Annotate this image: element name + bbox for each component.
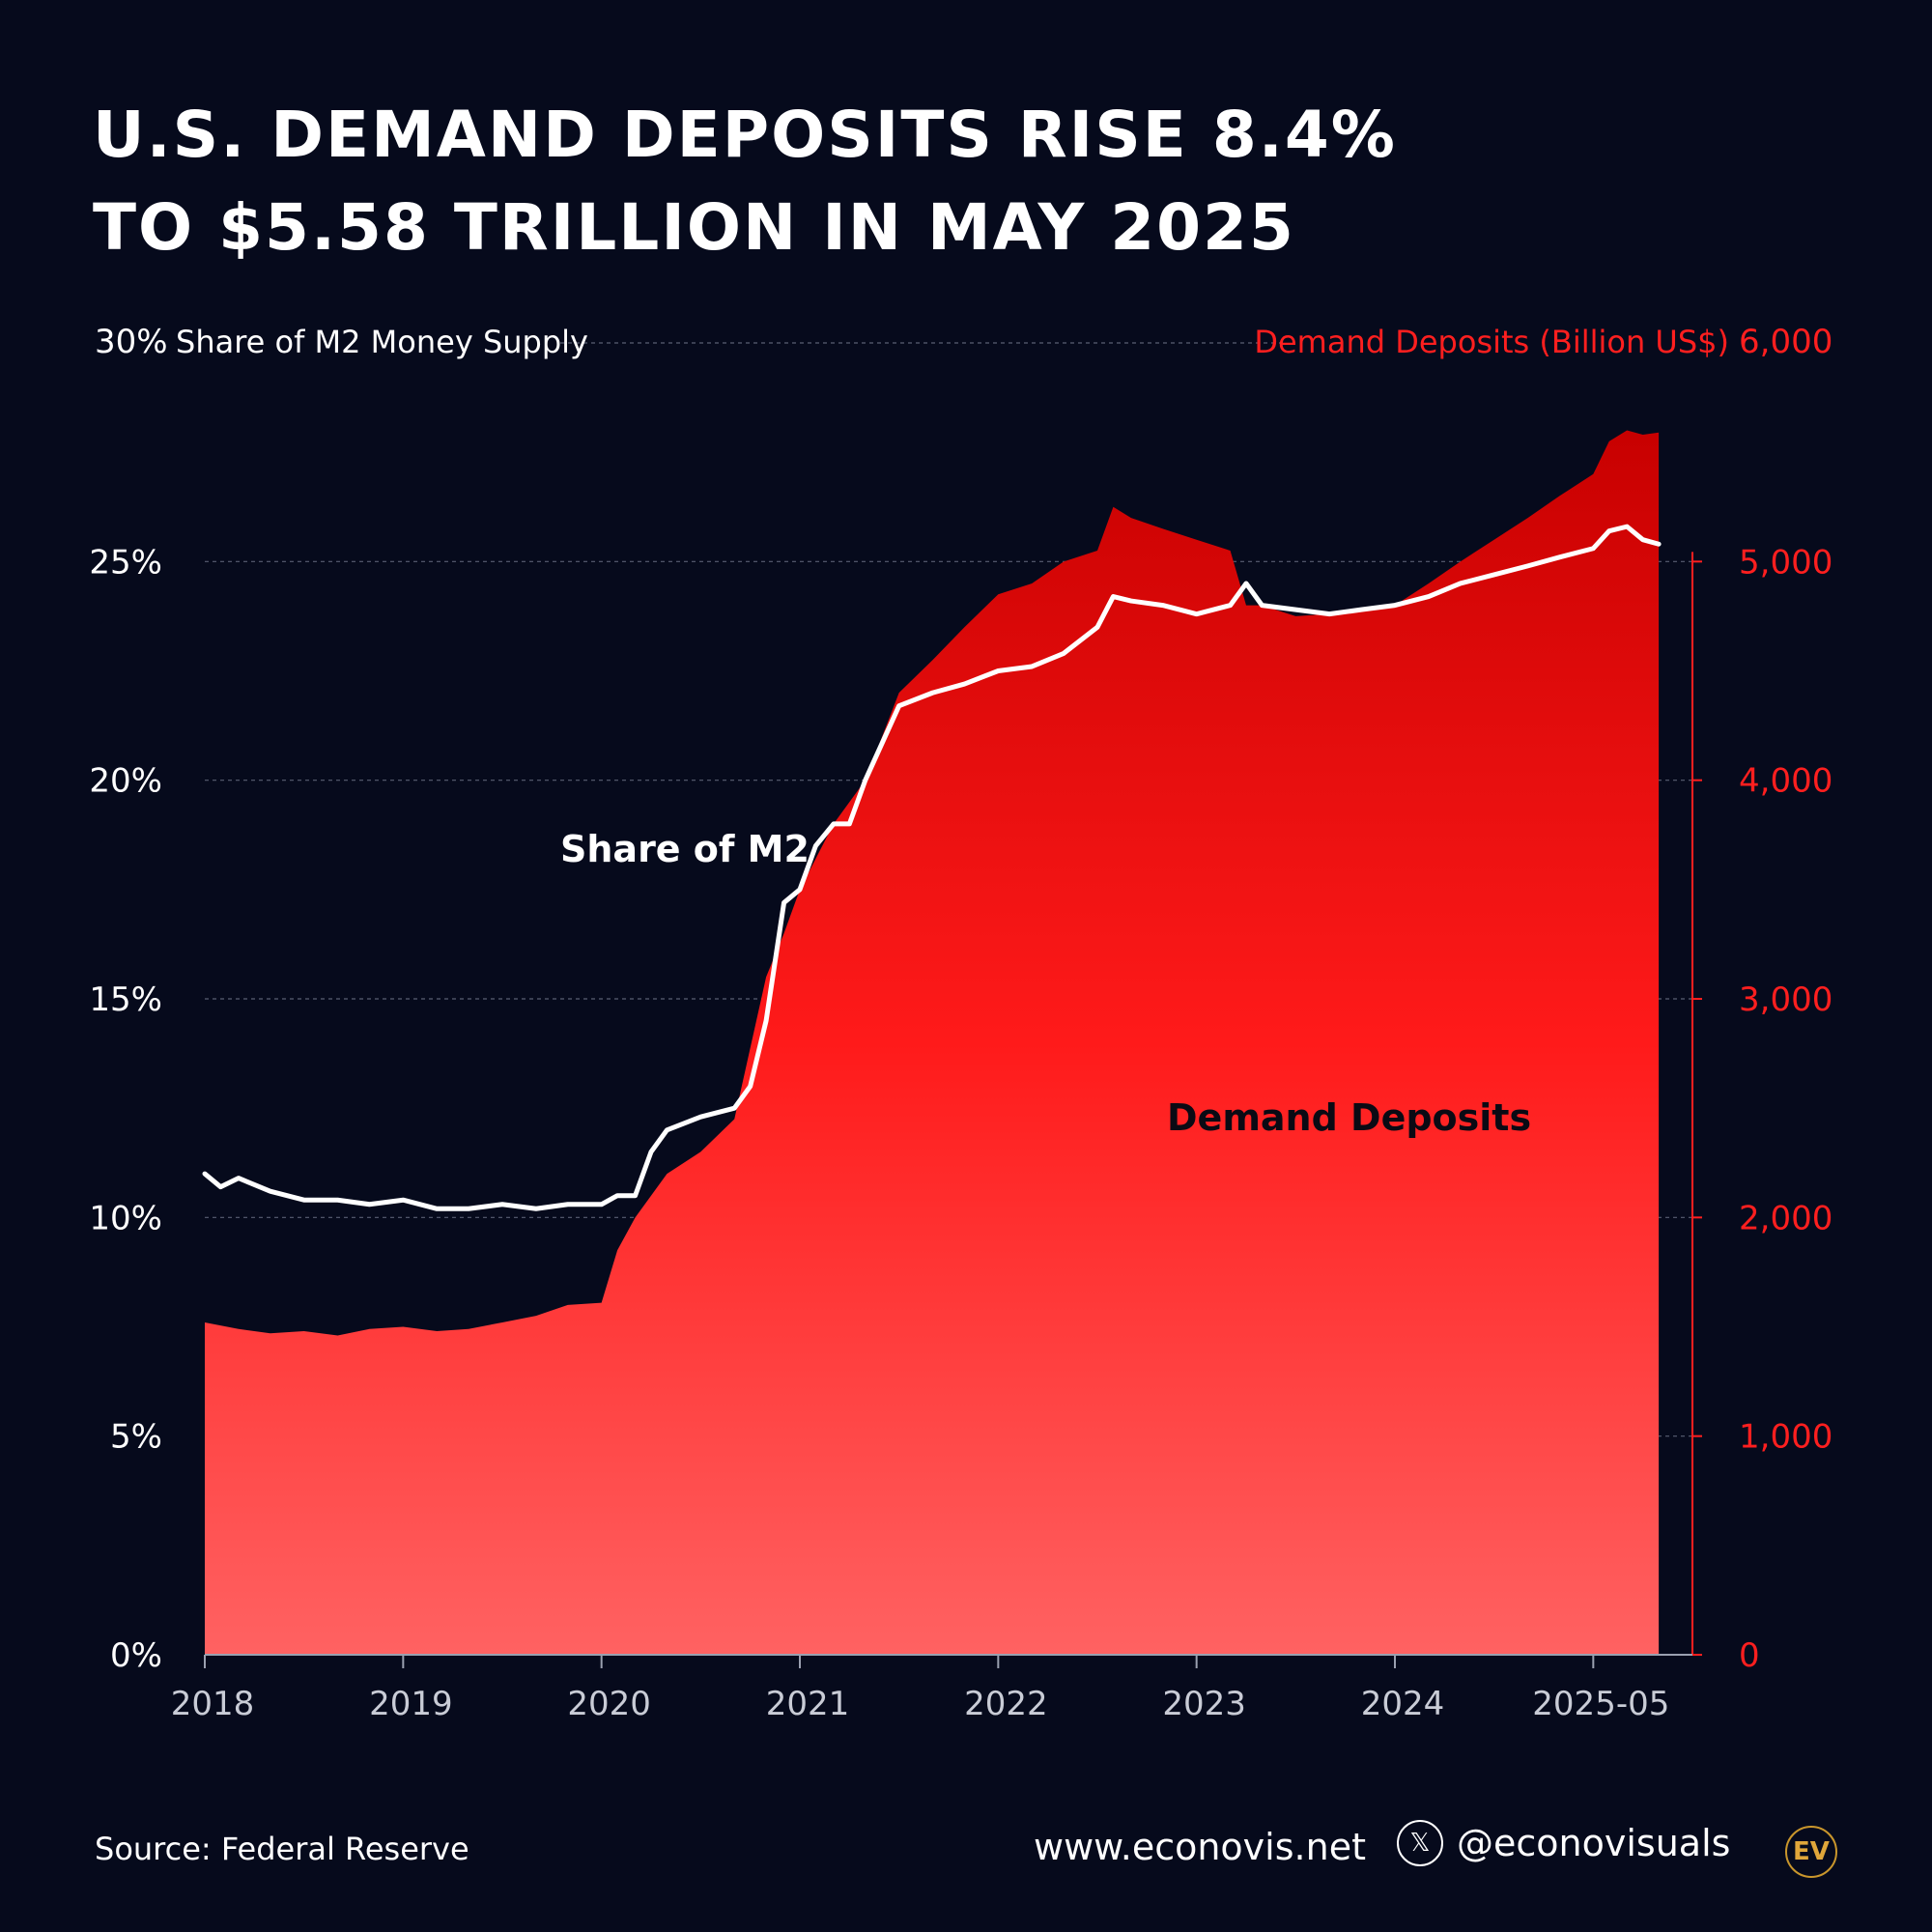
right-tick-label: 0 [1739, 1636, 1760, 1675]
right-axis-title: Demand Deposits (Billion US$) [1254, 324, 1729, 360]
x-tick-label: 2020 [567, 1685, 651, 1723]
left-tick-label: 5% [110, 1418, 162, 1457]
share-of-m2-line [202, 524, 1662, 1211]
source-note: Source: Federal Reserve [95, 1831, 469, 1867]
title-line-1: U.S. DEMAND DEPOSITS RISE 8.4% [93, 98, 1397, 172]
title-line-2: TO $5.58 TRILLION IN MAY 2025 [93, 190, 1295, 265]
right-tick-label: 4,000 [1739, 762, 1833, 801]
right-tick-label: 1,000 [1739, 1418, 1833, 1457]
x-tick-label: 2018 [171, 1685, 255, 1723]
x-tick-label: 2024 [1361, 1685, 1445, 1723]
x-tick-label: 2023 [1162, 1685, 1246, 1723]
x-tick-label: 2021 [766, 1685, 850, 1723]
demand-deposits-label: Demand Deposits [1167, 1096, 1531, 1139]
left-tick-label: 10% [89, 1199, 162, 1237]
left-tick-label: 0% [110, 1636, 162, 1675]
right-axis-unit-label: 6,000 [1739, 323, 1833, 361]
left-axis-unit-label: 30% [95, 323, 168, 361]
chart-title: U.S. DEMAND DEPOSITS RISE 8.4% TO $5.58 … [93, 89, 1397, 274]
x-tick-label: 2022 [964, 1685, 1048, 1723]
left-axis-title: Share of M2 Money Supply [176, 324, 588, 360]
demand-deposits-area [205, 430, 1660, 1655]
share-of-m2-label: Share of M2 [560, 828, 810, 870]
left-tick-label: 15% [89, 980, 162, 1019]
left-tick-label: 20% [89, 762, 162, 801]
demand-deposits-area-group [205, 430, 1660, 1655]
x-tick-label: 2025-05 [1532, 1685, 1669, 1723]
right-tick-label: 3,000 [1739, 980, 1833, 1019]
website-link[interactable]: www.econovis.net [1034, 1826, 1366, 1868]
x-logo-icon: 𝕏 [1397, 1820, 1443, 1866]
right-tick-label: 5,000 [1739, 543, 1833, 582]
x-tick-label: 2019 [369, 1685, 453, 1723]
axes: 0% 5% 10% 15% 20% 25% 0 1,000 2,000 3,000 4,000 5,0… [89, 543, 1833, 1723]
social-handle[interactable]: 𝕏 @econovisuals [1397, 1820, 1730, 1866]
right-tick-label: 2,000 [1739, 1199, 1833, 1237]
ev-logo-icon: EV [1785, 1826, 1837, 1878]
left-tick-label: 25% [89, 543, 162, 582]
share-of-m2-line-group [202, 524, 1662, 1211]
social-handle-text: @econovisuals [1457, 1822, 1731, 1864]
